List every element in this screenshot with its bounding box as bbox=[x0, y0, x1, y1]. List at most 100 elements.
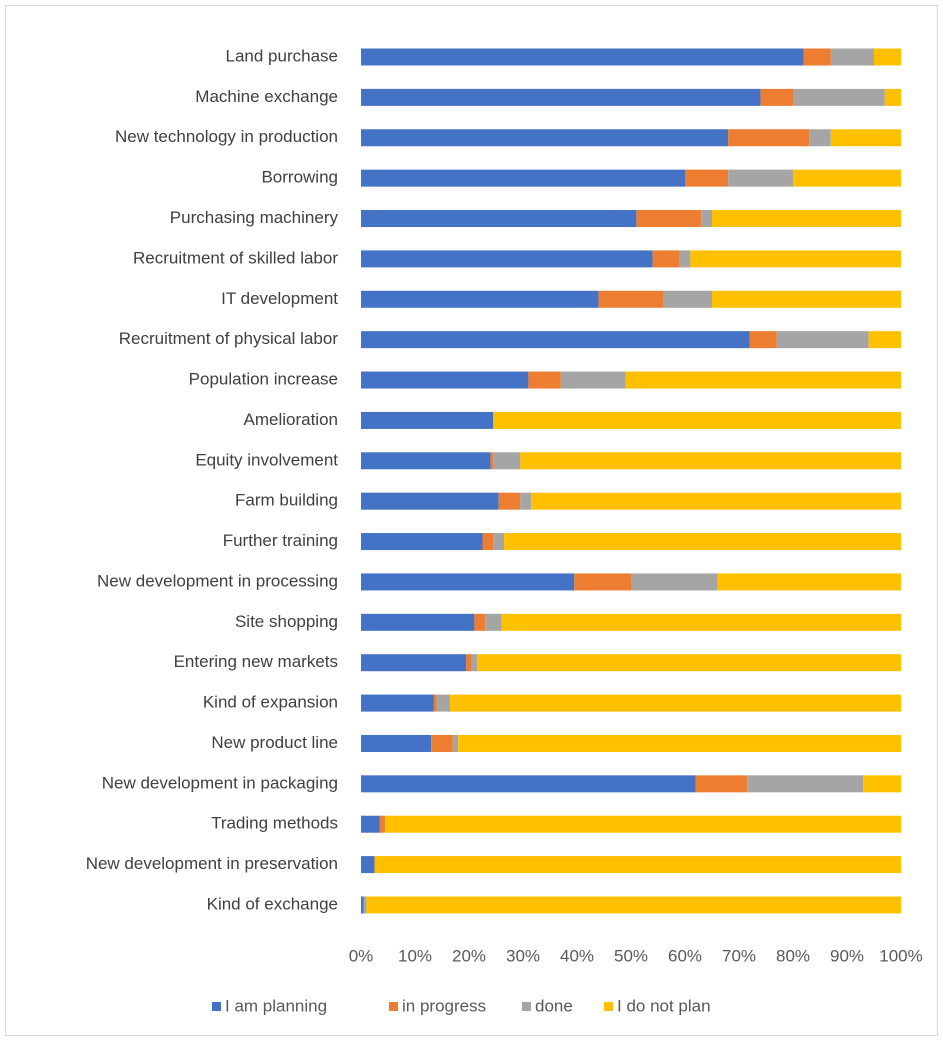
y-tick-label: Population increase bbox=[189, 370, 338, 389]
bar-segment bbox=[728, 129, 810, 147]
bar-segment bbox=[728, 169, 793, 187]
bar-segment bbox=[361, 654, 467, 672]
bar-segment bbox=[493, 411, 901, 429]
x-tick-label: 30% bbox=[506, 946, 540, 965]
bar-segment bbox=[477, 654, 901, 672]
y-tick-label: Purchasing machinery bbox=[170, 208, 339, 227]
y-tick-label: Land purchase bbox=[226, 46, 338, 65]
bar-segment bbox=[361, 371, 529, 389]
bar-segment bbox=[361, 290, 599, 308]
bar-segment bbox=[436, 694, 451, 712]
legend-label: I do not plan bbox=[617, 996, 711, 1015]
legend-swatch bbox=[522, 1002, 531, 1011]
y-tick-label: New technology in production bbox=[115, 127, 338, 146]
bar-segment bbox=[663, 290, 712, 308]
bar-segment bbox=[361, 129, 729, 147]
bar-segment bbox=[749, 331, 777, 349]
legend-label: I am planning bbox=[225, 996, 327, 1015]
bar-segment bbox=[863, 775, 901, 793]
legend-swatch bbox=[604, 1002, 613, 1011]
y-tick-label: Entering new markets bbox=[174, 652, 338, 671]
bar-segment bbox=[560, 371, 626, 389]
bar-segment bbox=[458, 734, 901, 752]
bar-segment bbox=[361, 856, 375, 874]
x-tick-label: 0% bbox=[349, 946, 374, 965]
bar-segment bbox=[652, 250, 680, 268]
bar-segment bbox=[528, 371, 561, 389]
y-tick-label: Amelioration bbox=[244, 410, 339, 429]
legend-label: done bbox=[535, 996, 573, 1015]
bar-segment bbox=[452, 734, 459, 752]
x-tick-label: 50% bbox=[614, 946, 648, 965]
bar-segment bbox=[431, 734, 453, 752]
bar-segment bbox=[498, 492, 521, 510]
bar-segment bbox=[685, 169, 729, 187]
bar-segment bbox=[574, 573, 631, 591]
y-tick-label: New development in packaging bbox=[102, 773, 338, 792]
bar-segment bbox=[504, 533, 901, 551]
bar-segment bbox=[809, 129, 831, 147]
bar-segment bbox=[631, 573, 718, 591]
bar-segment bbox=[793, 88, 885, 106]
y-tick-label: Kind of expansion bbox=[203, 693, 338, 712]
y-tick-label: Recruitment of skilled labor bbox=[133, 248, 338, 267]
bar-segment bbox=[598, 290, 664, 308]
legend-label: in progress bbox=[402, 996, 486, 1015]
bar-segment bbox=[874, 48, 901, 66]
x-tick-label: 80% bbox=[776, 946, 810, 965]
y-tick-label: Recruitment of physical labor bbox=[119, 329, 339, 348]
bar-segment bbox=[361, 613, 475, 631]
bar-segment bbox=[361, 331, 750, 349]
bar-segment bbox=[433, 694, 437, 712]
bar-segment bbox=[361, 250, 653, 268]
y-tick-label: New development in preservation bbox=[86, 854, 338, 873]
bar-segment bbox=[625, 371, 901, 389]
x-tick-label: 100% bbox=[879, 946, 922, 965]
bar-segment bbox=[493, 533, 505, 551]
bar-segment bbox=[747, 775, 864, 793]
bar-segment bbox=[493, 452, 521, 470]
bar-segment bbox=[385, 815, 901, 833]
bar-segment bbox=[679, 250, 691, 268]
bar-segment bbox=[361, 210, 637, 228]
x-tick-label: 60% bbox=[668, 946, 702, 965]
bar-segment bbox=[366, 896, 901, 914]
bar-segment bbox=[482, 533, 494, 551]
bar-segment bbox=[793, 169, 901, 187]
bar-segment bbox=[379, 815, 386, 833]
legend-swatch bbox=[389, 1002, 398, 1011]
bar-segment bbox=[531, 492, 901, 510]
bar-segment bbox=[501, 613, 901, 631]
bar-segment bbox=[474, 613, 486, 631]
bar-segment bbox=[363, 896, 367, 914]
chart-border bbox=[5, 5, 938, 1036]
bar-segment bbox=[712, 210, 901, 228]
bar-segment bbox=[361, 734, 432, 752]
bar-segment bbox=[361, 573, 575, 591]
bar-segment bbox=[803, 48, 831, 66]
bar-segment bbox=[490, 452, 494, 470]
bar-segment bbox=[830, 48, 874, 66]
bar-segment bbox=[636, 210, 702, 228]
bar-segment bbox=[520, 452, 901, 470]
bar-segment bbox=[884, 88, 901, 106]
y-tick-label: New development in processing bbox=[97, 571, 338, 590]
bar-segment bbox=[361, 452, 491, 470]
bar-segment bbox=[760, 88, 793, 106]
y-tick-label: IT development bbox=[221, 289, 338, 308]
bar-segment bbox=[712, 290, 901, 308]
bar-segment bbox=[450, 694, 901, 712]
bar-segment bbox=[361, 492, 499, 510]
bar-segment bbox=[717, 573, 901, 591]
bar-segment bbox=[466, 654, 472, 672]
y-tick-label: Machine exchange bbox=[195, 87, 338, 106]
x-tick-label: 10% bbox=[398, 946, 432, 965]
x-tick-label: 70% bbox=[722, 946, 756, 965]
bar-segment bbox=[361, 775, 696, 793]
y-tick-label: Borrowing bbox=[261, 168, 338, 187]
bar-segment bbox=[701, 210, 712, 228]
bar-segment bbox=[361, 533, 483, 551]
bar-segment bbox=[830, 129, 901, 147]
bar-segment bbox=[374, 856, 901, 874]
